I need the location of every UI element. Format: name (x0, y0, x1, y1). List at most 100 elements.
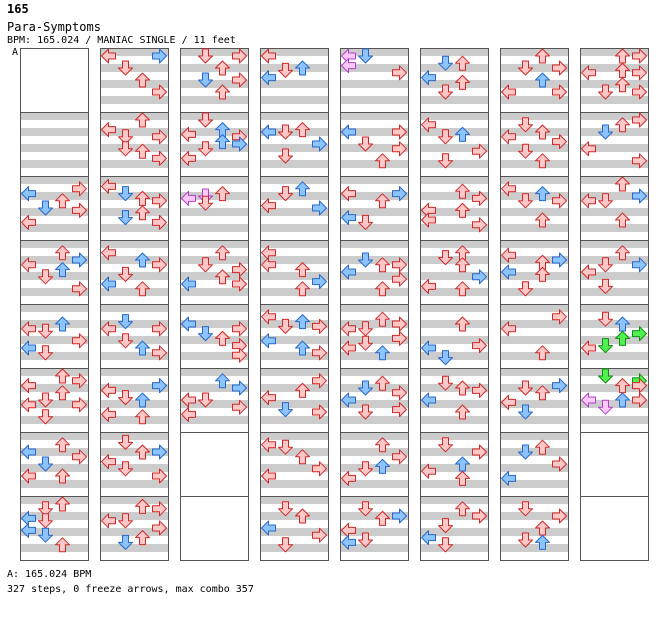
red-up-arrow-icon (455, 183, 470, 199)
red-right-arrow-icon (552, 84, 567, 100)
red-down-arrow-icon (118, 390, 133, 406)
red-left-arrow-icon (261, 257, 276, 273)
beat-stripe (420, 272, 488, 280)
beat-stripe (260, 320, 328, 328)
blue-right-arrow-icon (72, 252, 87, 268)
red-left-arrow-icon (21, 468, 36, 484)
beat-stripe (340, 368, 408, 376)
beat-stripe (340, 48, 408, 56)
blue-up-arrow-icon (215, 134, 230, 150)
red-left-arrow-icon (501, 84, 516, 100)
measure (500, 432, 568, 496)
beat-stripe (340, 304, 408, 312)
beat-stripe (420, 400, 488, 408)
beat-stripe (20, 464, 88, 472)
beat-stripe (100, 352, 168, 360)
red-up-arrow-icon (55, 437, 70, 453)
chart-column (340, 48, 409, 561)
red-right-arrow-icon (232, 347, 247, 363)
beat-stripe (420, 512, 488, 520)
measure (100, 368, 168, 432)
beat-stripe (180, 160, 248, 168)
red-up-arrow-icon (215, 245, 230, 261)
blue-left-arrow-icon (341, 392, 356, 408)
beat-stripe (20, 448, 88, 456)
beat-stripe (20, 304, 88, 312)
blue-left-arrow-icon (261, 333, 276, 349)
beat-stripe (100, 192, 168, 200)
measure (420, 304, 488, 368)
red-down-arrow-icon (278, 124, 293, 140)
red-right-arrow-icon (312, 527, 327, 543)
red-down-arrow-icon (198, 112, 213, 128)
red-left-arrow-icon (341, 321, 356, 337)
red-up-arrow-icon (535, 48, 550, 64)
red-up-arrow-icon (455, 501, 470, 517)
red-right-arrow-icon (552, 60, 567, 76)
red-down-arrow-icon (38, 392, 53, 408)
beat-stripe (580, 352, 648, 360)
beat-stripe (500, 208, 568, 216)
beat-stripe (260, 368, 328, 376)
blue-right-arrow-icon (312, 200, 327, 216)
blue-left-arrow-icon (21, 522, 36, 538)
beat-stripe (420, 368, 488, 376)
blue-left-arrow-icon (21, 444, 36, 460)
blue-up-arrow-icon (455, 126, 470, 142)
beat-stripe (500, 480, 568, 488)
red-up-arrow-icon (135, 281, 150, 297)
beat-stripe (260, 208, 328, 216)
red-left-arrow-icon (581, 340, 596, 356)
red-up-arrow-icon (615, 176, 630, 192)
column-border (20, 48, 89, 561)
red-right-arrow-icon (232, 48, 247, 64)
red-right-arrow-icon (552, 134, 567, 150)
beat-stripe (20, 256, 88, 264)
red-up-arrow-icon (215, 330, 230, 346)
beat-stripe (580, 336, 648, 344)
beat-stripe (500, 176, 568, 184)
beat-stripe (100, 448, 168, 456)
blue-right-arrow-icon (632, 257, 647, 273)
red-up-arrow-icon (375, 153, 390, 169)
beat-stripe (20, 496, 88, 504)
measure (260, 240, 328, 304)
beat-stripe (180, 224, 248, 232)
red-down-arrow-icon (278, 62, 293, 78)
red-left-arrow-icon (21, 378, 36, 394)
beat-stripe (260, 192, 328, 200)
beat-stripe (500, 272, 568, 280)
blue-up-arrow-icon (375, 345, 390, 361)
beat-stripe (420, 192, 488, 200)
blue-up-arrow-icon (135, 392, 150, 408)
red-right-arrow-icon (152, 84, 167, 100)
red-right-arrow-icon (152, 193, 167, 209)
blue-left-arrow-icon (341, 124, 356, 140)
red-right-arrow-icon (72, 281, 87, 297)
green-down-arrow-icon (598, 338, 613, 354)
red-up-arrow-icon (55, 468, 70, 484)
red-down-arrow-icon (38, 409, 53, 425)
red-down-arrow-icon (118, 333, 133, 349)
beat-stripe (20, 400, 88, 408)
beat-stripe (20, 208, 88, 216)
red-up-arrow-icon (535, 439, 550, 455)
beat-stripe (260, 400, 328, 408)
beat-stripe (180, 288, 248, 296)
blue-down-arrow-icon (118, 314, 133, 330)
beat-stripe (420, 128, 488, 136)
beat-stripe (420, 240, 488, 248)
blue-left-arrow-icon (181, 276, 196, 292)
measure (20, 304, 88, 368)
empty-measure (21, 49, 88, 112)
beat-stripe (20, 224, 88, 232)
beat-stripe (500, 144, 568, 152)
measure (420, 496, 488, 560)
beat-stripe (500, 336, 568, 344)
blue-right-arrow-icon (552, 378, 567, 394)
beat-stripe (260, 96, 328, 104)
red-down-arrow-icon (118, 461, 133, 477)
red-down-arrow-icon (438, 537, 453, 553)
beat-stripe (260, 288, 328, 296)
red-up-arrow-icon (135, 143, 150, 159)
